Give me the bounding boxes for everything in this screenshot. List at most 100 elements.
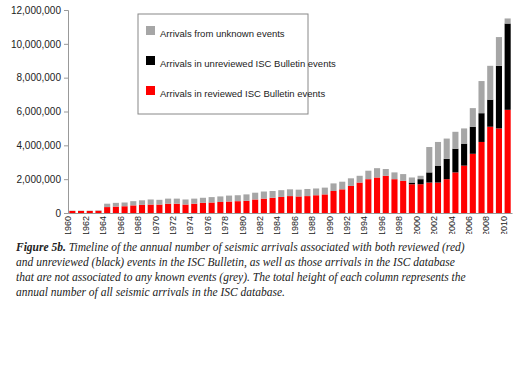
tick-mark: [64, 44, 68, 45]
tick: 1972: [168, 213, 178, 234]
tick-label: 1966: [116, 216, 126, 234]
tick: 1976: [203, 213, 213, 234]
bar: [383, 176, 389, 213]
bar: [252, 193, 258, 200]
bar: [191, 204, 197, 213]
tick: 1992: [342, 213, 352, 234]
bar: [287, 189, 293, 196]
bar: [409, 183, 415, 185]
bar: [139, 205, 145, 213]
bar: [435, 166, 441, 183]
tick-label: 4,000,000: [17, 140, 62, 151]
tick-label: 1972: [168, 216, 178, 234]
bar: [69, 210, 75, 211]
tick-label: 1960: [63, 216, 73, 234]
bar: [426, 172, 432, 182]
bar: [322, 194, 328, 213]
tick: 2002: [429, 213, 439, 234]
bar: [78, 210, 84, 211]
chart: 02,000,0004,000,0006,000,0008,000,00010,…: [0, 0, 520, 234]
x-axis: 1960196219641966196819701972197419761978…: [63, 213, 512, 234]
tick-label: 1992: [342, 216, 352, 234]
legend-label: Arrivals from unknown events: [160, 28, 285, 39]
bar: [95, 210, 101, 212]
bar: [139, 200, 145, 205]
legend: Arrivals from unknown events Arrivals in …: [138, 14, 336, 114]
bar: [304, 189, 310, 196]
bar: [496, 66, 502, 129]
bar: [104, 207, 110, 213]
tick-label: 1964: [98, 216, 108, 234]
bar: [478, 113, 484, 142]
bar: [235, 201, 241, 213]
tick: 10,000,000: [11, 39, 68, 50]
bar: [278, 197, 284, 213]
tick-label: 1990: [325, 216, 335, 234]
bar: [435, 183, 441, 213]
bar: [217, 202, 223, 213]
bar: [270, 191, 276, 198]
bar: [200, 198, 206, 203]
bar: [313, 195, 319, 213]
bar: [182, 199, 188, 204]
tick-label: 1962: [81, 216, 91, 234]
bar: [69, 211, 75, 213]
bar: [330, 191, 336, 213]
legend-label: Arrivals in unreviewed ISC Bulletin even…: [160, 58, 336, 69]
bar: [130, 205, 136, 213]
bar: [461, 166, 467, 213]
tick-label: 12,000,000: [11, 5, 61, 16]
tick-mark: [64, 10, 68, 11]
tick-label: 1980: [238, 216, 248, 234]
bar: [365, 171, 371, 179]
bar: [383, 169, 389, 176]
tick-label: 2000: [412, 216, 422, 234]
tick-label: 1974: [185, 216, 195, 234]
tick-label: 10,000,000: [11, 39, 61, 50]
bar: [435, 142, 441, 166]
axis-line: [69, 213, 513, 214]
bar: [418, 176, 424, 179]
bar: [122, 203, 128, 207]
bar: [226, 201, 232, 213]
tick-label: 2002: [429, 216, 439, 234]
bar: [174, 199, 180, 204]
bar: [313, 188, 319, 195]
bar: [87, 210, 93, 211]
bar: [357, 183, 363, 213]
tick: 1970: [151, 213, 161, 234]
series: [69, 110, 510, 213]
tick: 1982: [255, 213, 265, 234]
tick-label: 1970: [151, 216, 161, 234]
bar: [78, 210, 84, 211]
axis-line: [64, 11, 69, 214]
tick: 8,000,000: [17, 72, 69, 83]
tick: 2006: [464, 213, 474, 234]
bar: [209, 203, 215, 213]
tick-label: 1996: [377, 216, 387, 234]
tick-mark: [64, 112, 68, 113]
bar: [400, 174, 406, 181]
tick: 4,000,000: [17, 140, 69, 151]
tick: 1998: [394, 213, 404, 234]
bar: [452, 149, 458, 173]
tick: 1980: [238, 213, 248, 234]
tick: 1960: [63, 213, 73, 234]
legend-entry: Arrivals in unreviewed ISC Bulletin even…: [146, 56, 336, 69]
tick: 1964: [98, 213, 108, 234]
bar: [191, 199, 197, 204]
bar: [69, 210, 75, 211]
bar: [252, 199, 258, 213]
bar: [478, 142, 484, 213]
tick: 1990: [325, 213, 335, 234]
tick: 1986: [290, 213, 300, 234]
bar: [461, 128, 467, 143]
bar: [287, 196, 293, 213]
caption-text: Timeline of the annual number of seismic…: [16, 241, 466, 298]
bar: [226, 196, 232, 202]
tick: 2010: [499, 213, 509, 234]
tick: 1978: [220, 213, 230, 234]
bar: [400, 181, 406, 213]
bar: [505, 110, 511, 213]
bar: [156, 205, 162, 213]
